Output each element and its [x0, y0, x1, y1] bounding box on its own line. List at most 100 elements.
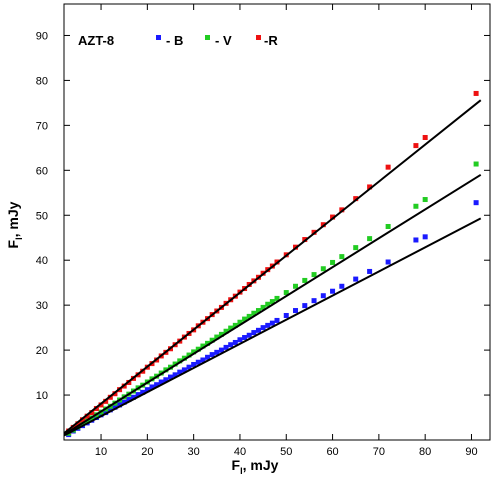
data-point — [413, 237, 419, 243]
data-point — [177, 358, 183, 364]
data-point — [126, 397, 132, 403]
data-point — [117, 402, 123, 408]
data-point — [237, 337, 243, 343]
data-point — [214, 349, 220, 355]
data-point — [75, 421, 81, 427]
plot-frame — [63, 3, 491, 441]
data-point — [112, 404, 118, 410]
data-point — [195, 346, 201, 352]
data-point — [367, 236, 373, 242]
data-point — [330, 288, 336, 294]
data-point — [311, 272, 317, 278]
data-point — [283, 312, 289, 318]
legend-marker-b — [156, 35, 161, 40]
data-point — [473, 90, 479, 96]
data-point — [168, 374, 173, 380]
data-point — [223, 344, 229, 350]
data-point — [191, 349, 197, 355]
data-point — [181, 355, 187, 361]
data-point — [163, 367, 169, 373]
data-point — [130, 394, 136, 400]
data-point — [80, 417, 86, 423]
data-point — [242, 335, 248, 341]
data-point — [269, 320, 275, 326]
y-tick-label: 60 — [36, 165, 48, 177]
data-point — [311, 298, 317, 304]
y-tick-label: 40 — [36, 255, 48, 267]
data-point — [422, 234, 428, 240]
y-tick-label: 30 — [36, 300, 48, 312]
data-point — [135, 392, 141, 398]
data-point — [339, 207, 345, 213]
data-point — [265, 322, 271, 328]
svg-text:FI, mJy: FI, mJy — [5, 201, 24, 248]
fit-line-b — [63, 217, 482, 437]
y-tick-label: 90 — [36, 30, 48, 42]
data-point — [353, 276, 359, 282]
data-point — [172, 372, 178, 378]
data-point — [353, 245, 359, 251]
data-point — [89, 410, 95, 416]
data-point — [232, 339, 238, 345]
data-point — [223, 328, 229, 334]
data-point — [353, 196, 359, 202]
data-point — [265, 301, 271, 307]
data-point — [149, 384, 155, 390]
data-point — [274, 317, 280, 323]
legend-marker-r — [256, 35, 261, 40]
y-axis-title-main: F — [5, 239, 21, 248]
x-tick-label: 70 — [373, 446, 385, 458]
data-point — [320, 266, 326, 272]
data-point — [339, 283, 345, 289]
data-point — [385, 223, 391, 229]
data-point — [205, 354, 211, 360]
legend: AZT-8 - B - V -R — [78, 33, 278, 48]
data-point — [246, 332, 252, 338]
legend-entry-r: -R — [264, 33, 278, 48]
legend-entry-b: - B — [166, 33, 183, 48]
data-point — [320, 222, 326, 228]
data-point — [320, 293, 326, 299]
data-point — [255, 308, 261, 314]
x-axis-title-rest: , mJy — [243, 457, 279, 473]
y-axis-title-rest: , mJy — [5, 201, 21, 237]
x-tick-label: 30 — [188, 446, 200, 458]
data-point — [237, 319, 243, 325]
data-point — [140, 389, 146, 395]
data-point — [422, 134, 428, 140]
data-point — [251, 330, 257, 336]
x-tick-label: 40 — [234, 446, 246, 458]
series-b — [66, 200, 479, 438]
data-point — [121, 399, 127, 405]
data-point — [200, 343, 206, 349]
data-point — [302, 303, 308, 309]
data-point — [218, 331, 224, 337]
data-point — [302, 277, 308, 283]
y-tick-label: 80 — [36, 75, 48, 87]
legend-marker-v — [205, 35, 210, 40]
x-axis-title: FI, mJy — [232, 457, 279, 476]
data-point — [339, 254, 345, 260]
data-point — [107, 407, 113, 413]
y-tick-label: 10 — [36, 390, 48, 402]
data-point — [260, 325, 266, 331]
x-axis-title-main: F — [232, 457, 241, 473]
data-point — [330, 259, 336, 265]
data-point — [195, 359, 201, 365]
data-point — [473, 200, 479, 206]
x-tick-label: 20 — [141, 446, 153, 458]
x-tick-label: 50 — [280, 446, 292, 458]
data-point — [98, 402, 104, 408]
data-point — [422, 197, 428, 203]
y-axis-title: FI, mJy — [5, 201, 24, 248]
data-point — [228, 342, 234, 348]
data-point — [186, 364, 192, 370]
data-point — [367, 268, 373, 274]
data-point — [163, 377, 169, 383]
data-point — [255, 327, 261, 333]
data-point — [103, 410, 109, 416]
data-point — [186, 352, 192, 358]
x-tick-label: 10 — [95, 446, 107, 458]
data-point — [84, 413, 90, 419]
